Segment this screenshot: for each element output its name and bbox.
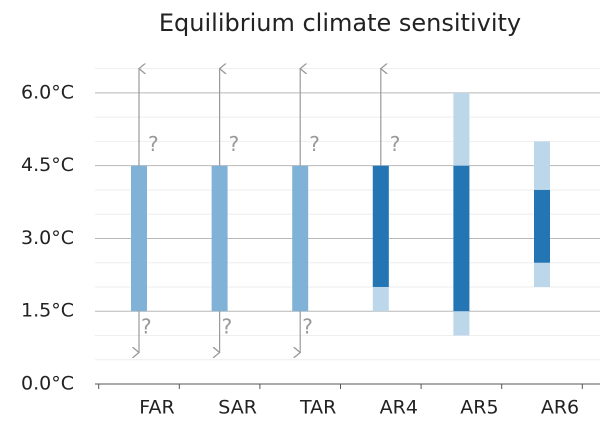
y-tick-label: 6.0°C: [21, 81, 74, 103]
x-tick-label: AR4: [380, 397, 418, 419]
range-bar: [372, 165, 389, 287]
y-tick-label: 0.0°C: [21, 373, 74, 395]
x-tick-label: AR5: [460, 397, 498, 419]
question-mark: ?: [229, 132, 240, 156]
question-mark: ?: [222, 315, 233, 339]
question-mark: ?: [302, 315, 313, 339]
range-bar: [453, 165, 470, 312]
y-tick-label: 4.5°C: [21, 154, 74, 176]
range-bar: [292, 165, 309, 312]
x-tick-label: FAR: [139, 397, 174, 419]
chart-title: Equilibrium climate sensitivity: [159, 9, 521, 37]
question-mark: ?: [148, 132, 159, 156]
x-tick-label: SAR: [218, 397, 257, 419]
y-tick-label: 3.0°C: [21, 227, 74, 249]
range-bar: [211, 165, 228, 312]
question-mark: ?: [141, 315, 152, 339]
x-tick-label: AR6: [541, 397, 579, 419]
question-mark: ?: [309, 132, 320, 156]
range-bar: [534, 189, 550, 263]
range-bar: [131, 165, 147, 312]
y-tick-label: 1.5°C: [21, 300, 74, 322]
question-mark: ?: [390, 132, 401, 156]
x-tick-label: TAR: [299, 397, 336, 419]
